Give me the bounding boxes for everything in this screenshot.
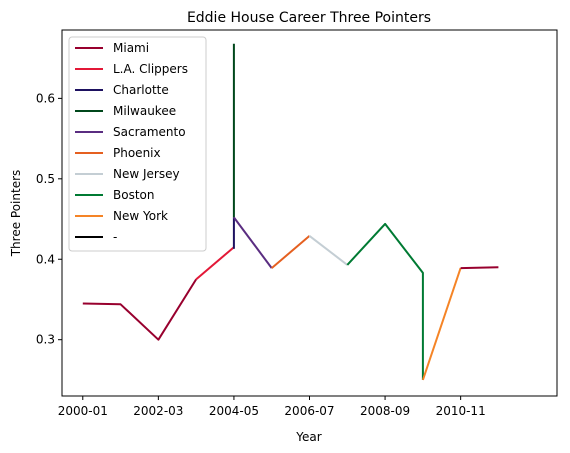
x-tick-label: 2010-11: [436, 404, 486, 418]
x-tick-label: 2004-05: [209, 404, 259, 418]
legend-label: Sacramento: [113, 125, 186, 139]
legend-label: -: [113, 230, 117, 244]
series-line-8: [421, 267, 462, 381]
series-line-5: [271, 235, 311, 269]
legend-label: Charlotte: [113, 83, 169, 97]
legend: Miami L.A. Clippers Charlotte Milwaukee Sacr…: [68, 36, 207, 252]
legend-label: L.A. Clippers: [113, 62, 188, 76]
x-tick-label: 2002-03: [133, 404, 183, 418]
series-line-6: [308, 235, 348, 266]
series-line-7: [346, 222, 424, 380]
legend-label: Boston: [113, 188, 154, 202]
x-tick-label: 2008-09: [360, 404, 410, 418]
x-tick-label: 2000-01: [58, 404, 108, 418]
legend-label: Milwaukee: [113, 104, 176, 118]
x-axis-label: Year: [295, 430, 321, 444]
y-axis-label: Three Pointers: [9, 170, 23, 258]
y-tick-label: 0.4: [36, 252, 55, 266]
legend-label: Phoenix: [113, 146, 161, 160]
y-tick-label: 0.3: [36, 333, 55, 347]
legend-label: New Jersey: [113, 167, 180, 181]
legend-frame: [68, 36, 207, 252]
y-tick-label: 0.5: [36, 172, 55, 186]
x-tick-label: 2006-07: [284, 404, 334, 418]
series-line-4: [233, 216, 273, 269]
chart-title: Eddie House Career Three Pointers: [187, 10, 431, 26]
legend-label: Miami: [113, 41, 149, 55]
series-line-0: [82, 278, 197, 341]
y-tick-label: 0.6: [36, 91, 55, 105]
legend-label: New York: [113, 209, 168, 223]
series-line-9: [460, 266, 499, 270]
series-line-1: [195, 246, 235, 281]
